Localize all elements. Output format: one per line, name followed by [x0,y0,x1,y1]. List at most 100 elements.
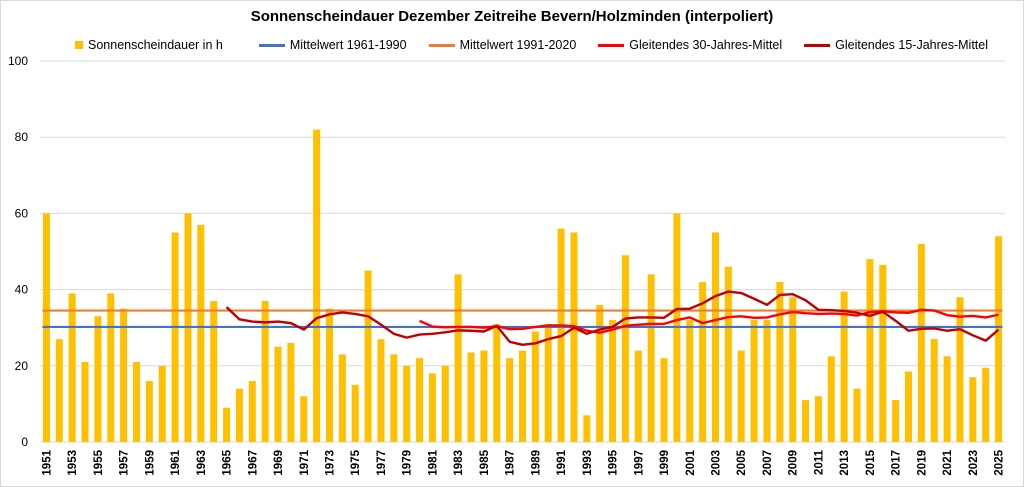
x-tick-label: 1951 [41,449,53,475]
y-tick-label: 20 [15,359,29,373]
bar [364,270,372,442]
x-tick-label: 1995 [608,449,620,475]
chart-title: Sonnenscheindauer Dezember Zeitreihe Bev… [250,8,774,25]
x-tick-label: 2005 [736,449,748,475]
legend-swatch-bar [75,41,83,49]
bar [223,407,231,442]
legend-item-mean-1991-2020: Mittelwert 1991-2020 [428,38,577,52]
legend-item-sunshine: Sonnenscheindauer in h [75,38,223,52]
bar [930,339,938,442]
bar [956,297,964,442]
bar [866,259,874,442]
x-tick-label: 1991 [556,449,568,475]
x-tick-label: 1967 [247,450,259,476]
bar [506,358,514,442]
x-tick-label: 2023 [968,450,980,476]
x-tick-label: 1957 [119,450,131,476]
bar [107,293,115,442]
legend-item-15yr-mean: Gleitendes 15-Jahres-Mittel [804,38,988,52]
x-tick-label: 2015 [865,449,877,475]
bar [531,331,539,442]
legend-swatch-line [428,43,455,47]
bar [197,224,205,442]
x-tick-label: 1987 [505,450,517,476]
y-tick-label: 60 [15,206,29,220]
bar [287,342,295,442]
x-tick-label: 1981 [427,449,439,475]
x-tick-label: 1985 [479,449,491,475]
bar [300,396,308,442]
x-tick-label: 2001 [685,449,697,475]
bar [351,384,359,442]
bar [789,297,797,442]
x-tick-label: 1955 [93,449,105,475]
bar [120,308,128,442]
bar [158,365,166,442]
moving-average-line [225,290,1000,347]
bar [776,281,784,442]
bar [827,356,835,442]
legend-item-30yr-mean: Gleitendes 30-Jahres-Mittel [598,38,782,52]
bar [853,388,861,442]
bar [145,381,153,442]
x-tick-label: 1969 [273,450,285,476]
bar [326,308,333,442]
bar [712,232,719,442]
bar [969,377,977,442]
bar [892,400,900,442]
x-tick-label: 2013 [839,450,851,476]
bar [133,361,140,442]
bar [763,320,771,442]
bar [403,365,411,442]
bar [699,281,707,442]
x-tick-label: 1961 [170,449,182,475]
bar [570,232,578,442]
legend-label: Gleitendes 30-Jahres-Mittel [629,38,783,52]
bar [647,274,655,442]
x-tick-label: 2021 [942,449,954,475]
bar [81,361,89,442]
bar [724,266,732,442]
x-tick-label: 1975 [350,449,362,475]
legend-label: Sonnenscheindauer in h [88,38,223,52]
y-tick-label: 100 [8,54,28,68]
bar [441,365,449,442]
bar [171,232,179,442]
legend-swatch-line [598,43,625,47]
x-tick-label: 1977 [376,450,388,476]
x-tick-label: 2003 [711,450,723,476]
y-tick-label: 40 [15,283,29,297]
x-tick-label: 1983 [453,450,465,476]
bar [493,323,501,442]
bar [905,371,912,442]
bar [583,415,591,442]
x-tick-label: 1997 [633,450,645,476]
x-tick-label: 2019 [916,450,928,476]
bar [621,255,629,442]
x-tick-label: 1953 [67,450,79,476]
legend-swatch-line [804,43,831,47]
x-tick-label: 2025 [994,449,1006,475]
bar [454,274,462,442]
x-tick-label: 1999 [659,450,671,476]
x-tick-label: 1965 [222,449,234,475]
bar [686,320,694,442]
bar [94,316,102,442]
bar [519,350,526,442]
bar [274,346,282,442]
bar [814,396,822,442]
bar [390,354,398,442]
bar [596,304,604,442]
bar [428,373,436,442]
x-tick-label: 1973 [325,450,337,476]
bar [68,293,76,442]
x-tick-label: 1963 [196,450,208,476]
bar [750,320,758,442]
bar [313,129,321,442]
legend-label: Gleitendes 15-Jahres-Mittel [835,38,989,52]
bar [210,301,218,442]
bar [660,358,668,442]
x-tick-label: 1959 [144,450,156,476]
legend-label: Mittelwert 1991-2020 [459,38,577,52]
